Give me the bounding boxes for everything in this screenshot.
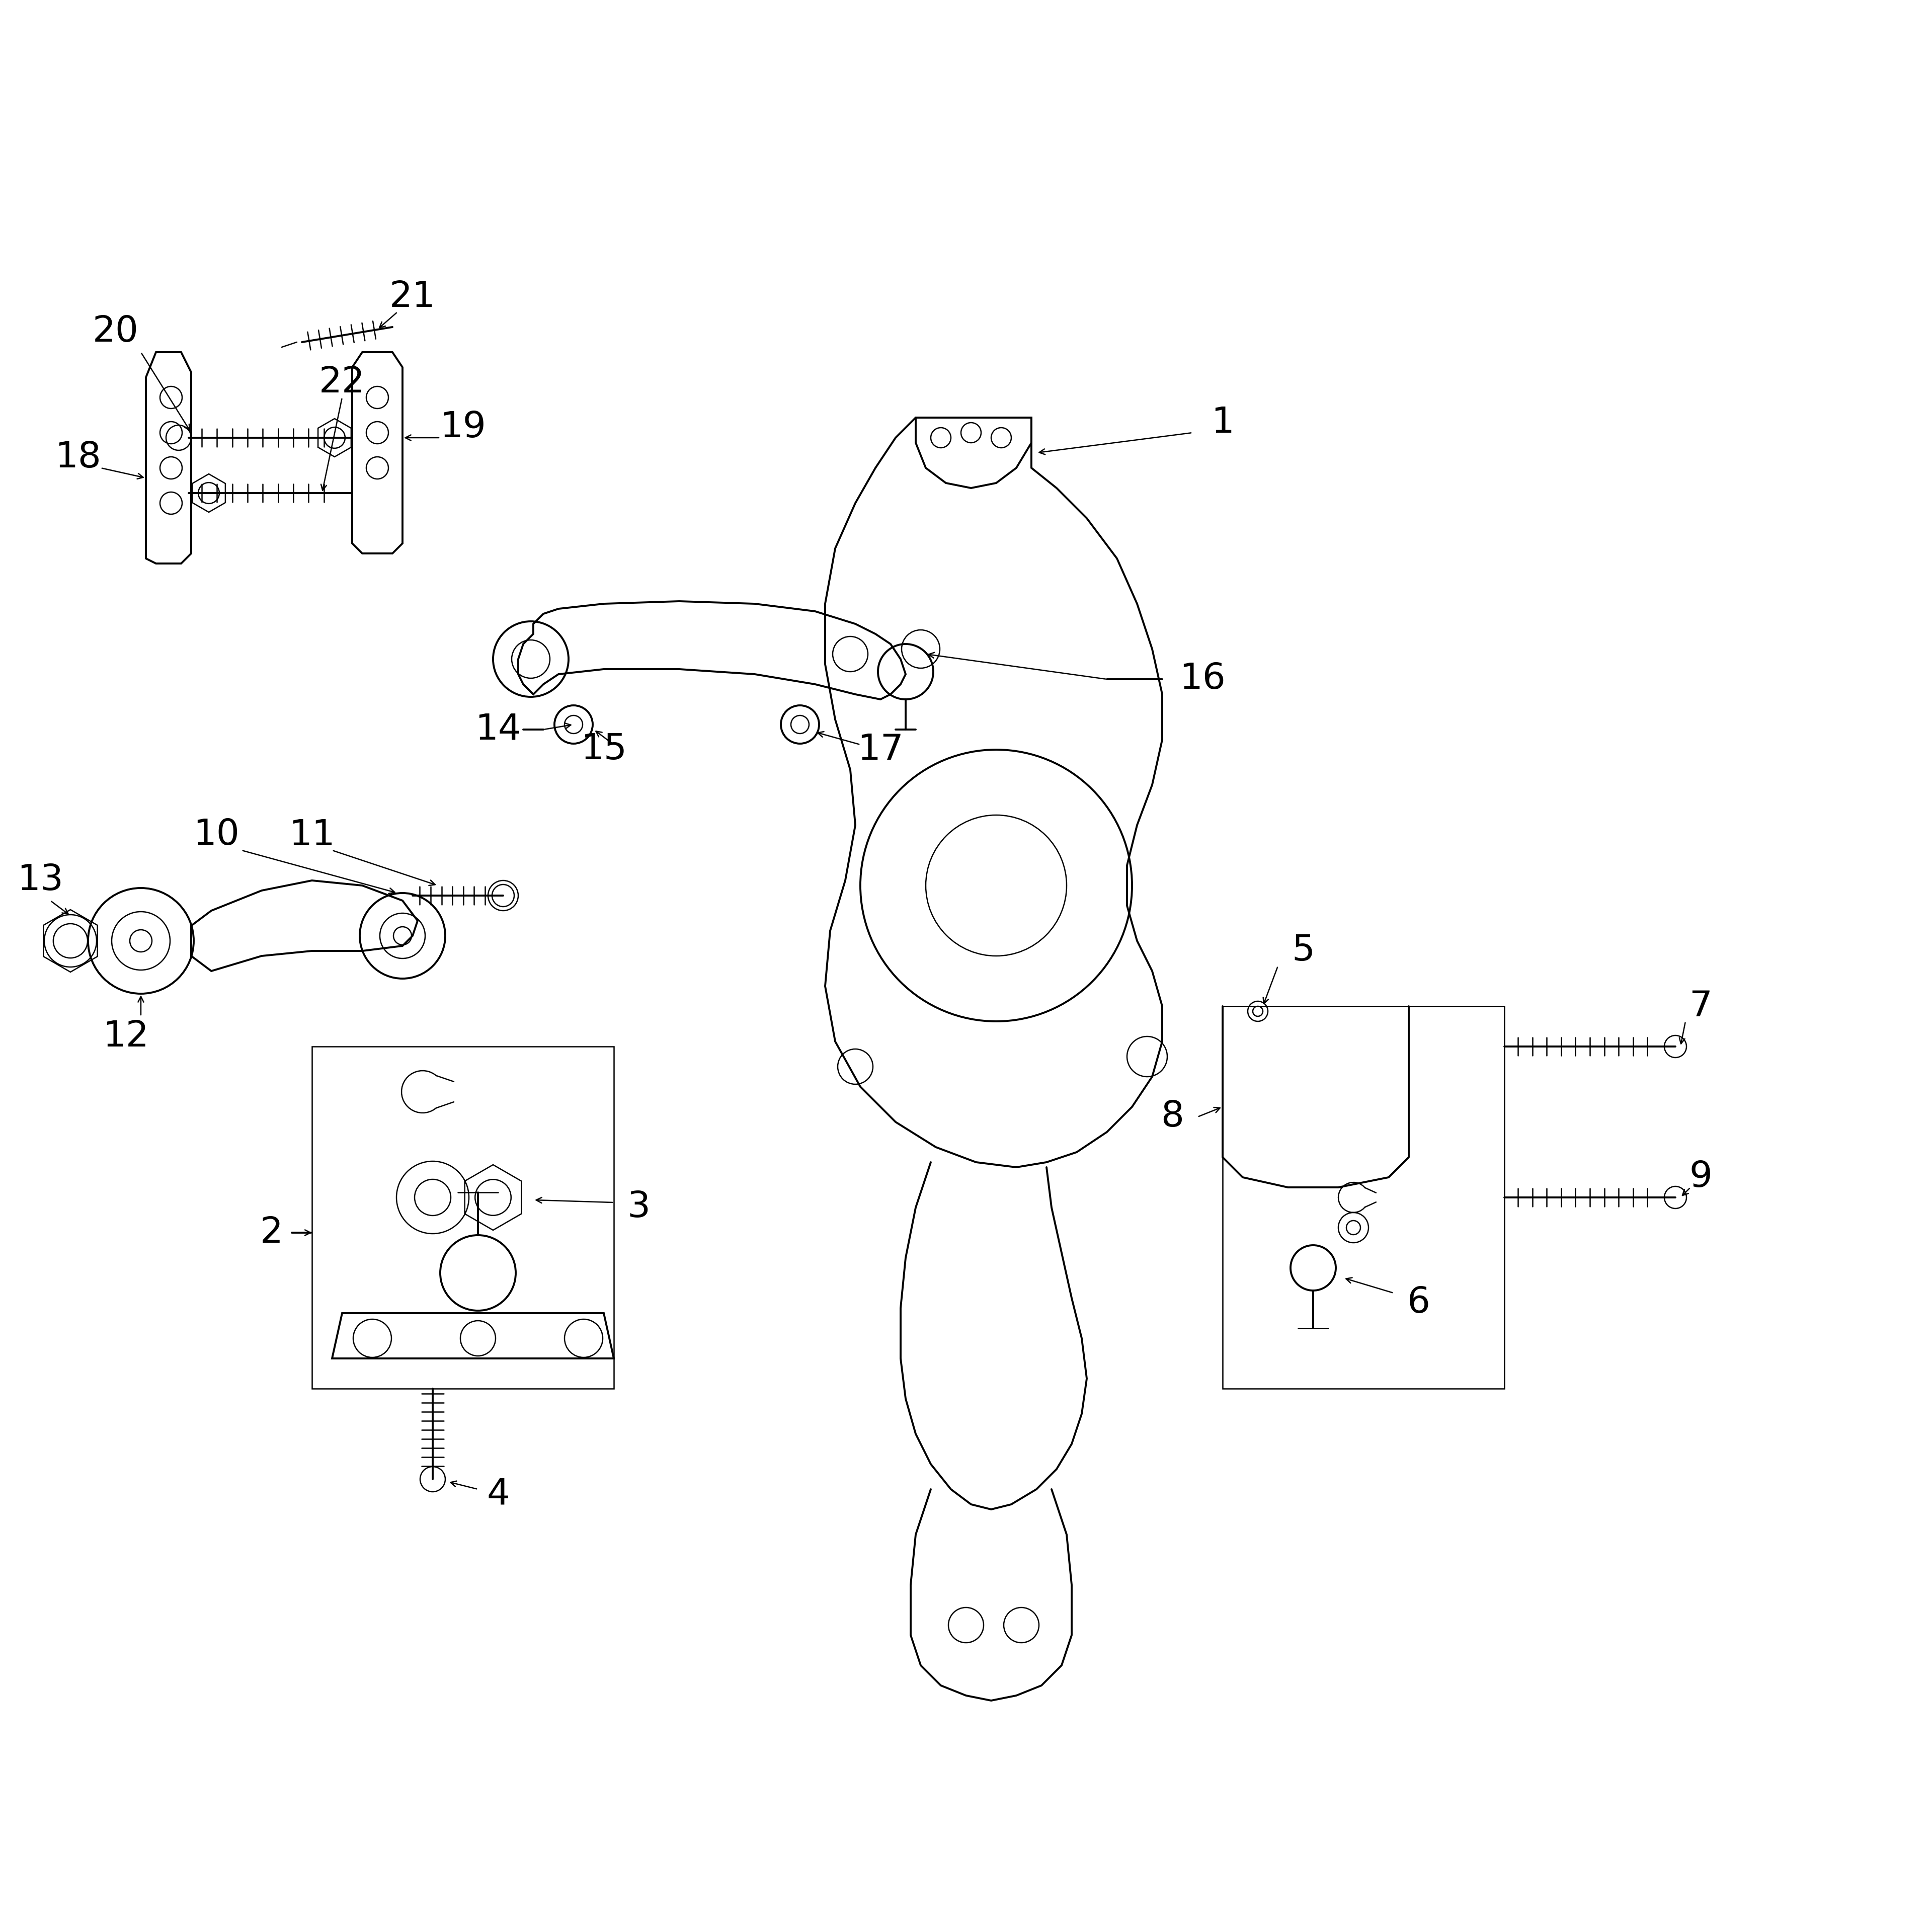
Text: 17: 17 xyxy=(858,732,904,767)
Text: 7: 7 xyxy=(1689,989,1712,1024)
Text: 18: 18 xyxy=(54,440,100,475)
Text: 4: 4 xyxy=(487,1476,510,1511)
Text: 5: 5 xyxy=(1291,933,1314,968)
Text: 2: 2 xyxy=(261,1215,284,1250)
Text: 16: 16 xyxy=(1179,663,1225,697)
Text: 9: 9 xyxy=(1689,1159,1712,1194)
Text: 6: 6 xyxy=(1406,1285,1430,1320)
Text: 10: 10 xyxy=(193,817,240,852)
Text: 19: 19 xyxy=(440,410,487,444)
Text: 15: 15 xyxy=(582,732,626,767)
Text: 21: 21 xyxy=(390,280,437,315)
Text: 20: 20 xyxy=(93,315,139,350)
Text: 13: 13 xyxy=(17,864,64,898)
Text: 11: 11 xyxy=(290,817,334,852)
Text: 12: 12 xyxy=(102,1018,149,1053)
Text: 14: 14 xyxy=(475,713,522,748)
Text: 3: 3 xyxy=(628,1190,651,1225)
Text: 1: 1 xyxy=(1211,406,1235,440)
Text: 8: 8 xyxy=(1161,1099,1184,1134)
Text: 22: 22 xyxy=(319,365,365,400)
